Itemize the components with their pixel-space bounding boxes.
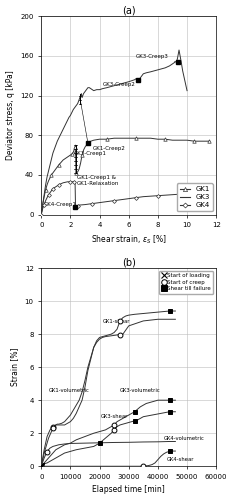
Text: GK3-shear: GK3-shear [101, 414, 128, 420]
Text: GK4-volumetric: GK4-volumetric [164, 436, 205, 441]
X-axis label: Shear strain, $\epsilon_S$ [%]: Shear strain, $\epsilon_S$ [%] [91, 234, 167, 246]
Text: GK1-volumetric: GK1-volumetric [48, 388, 89, 393]
Title: (a): (a) [122, 6, 136, 16]
Text: GK3-Creep1: GK3-Creep1 [73, 100, 106, 156]
Text: GK3-Creep3: GK3-Creep3 [136, 54, 175, 62]
Text: GK1-shear: GK1-shear [103, 318, 130, 324]
Legend: Start of loading, Start of creep, Shear till failure: Start of loading, Start of creep, Shear … [159, 271, 213, 293]
Text: GK3-volumetric: GK3-volumetric [120, 388, 161, 393]
Y-axis label: Deviator stress, q [kPa]: Deviator stress, q [kPa] [6, 70, 14, 160]
X-axis label: Elapsed time [min]: Elapsed time [min] [92, 486, 165, 494]
Legend: GK1, GK3, GK4: GK1, GK3, GK4 [177, 184, 213, 211]
Y-axis label: Strain [%]: Strain [%] [10, 348, 19, 387]
Text: GK4-Creep1: GK4-Creep1 [44, 202, 77, 207]
Text: GK1-Creep1 &
GK1-Relaxation: GK1-Creep1 & GK1-Relaxation [77, 175, 119, 186]
Text: GK4-shear: GK4-shear [167, 458, 194, 462]
Text: GK1-Creep2: GK1-Creep2 [88, 143, 125, 151]
Title: (b): (b) [122, 258, 136, 268]
Text: GK3-Creep2: GK3-Creep2 [103, 80, 138, 86]
